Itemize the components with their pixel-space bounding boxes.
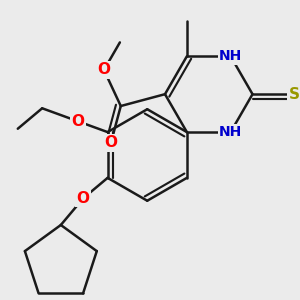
Text: S: S — [289, 87, 300, 102]
Text: O: O — [77, 191, 90, 206]
Text: O: O — [71, 114, 84, 129]
Text: NH: NH — [219, 49, 242, 63]
Text: O: O — [98, 62, 110, 77]
Text: NH: NH — [219, 125, 242, 139]
Text: O: O — [104, 135, 118, 150]
